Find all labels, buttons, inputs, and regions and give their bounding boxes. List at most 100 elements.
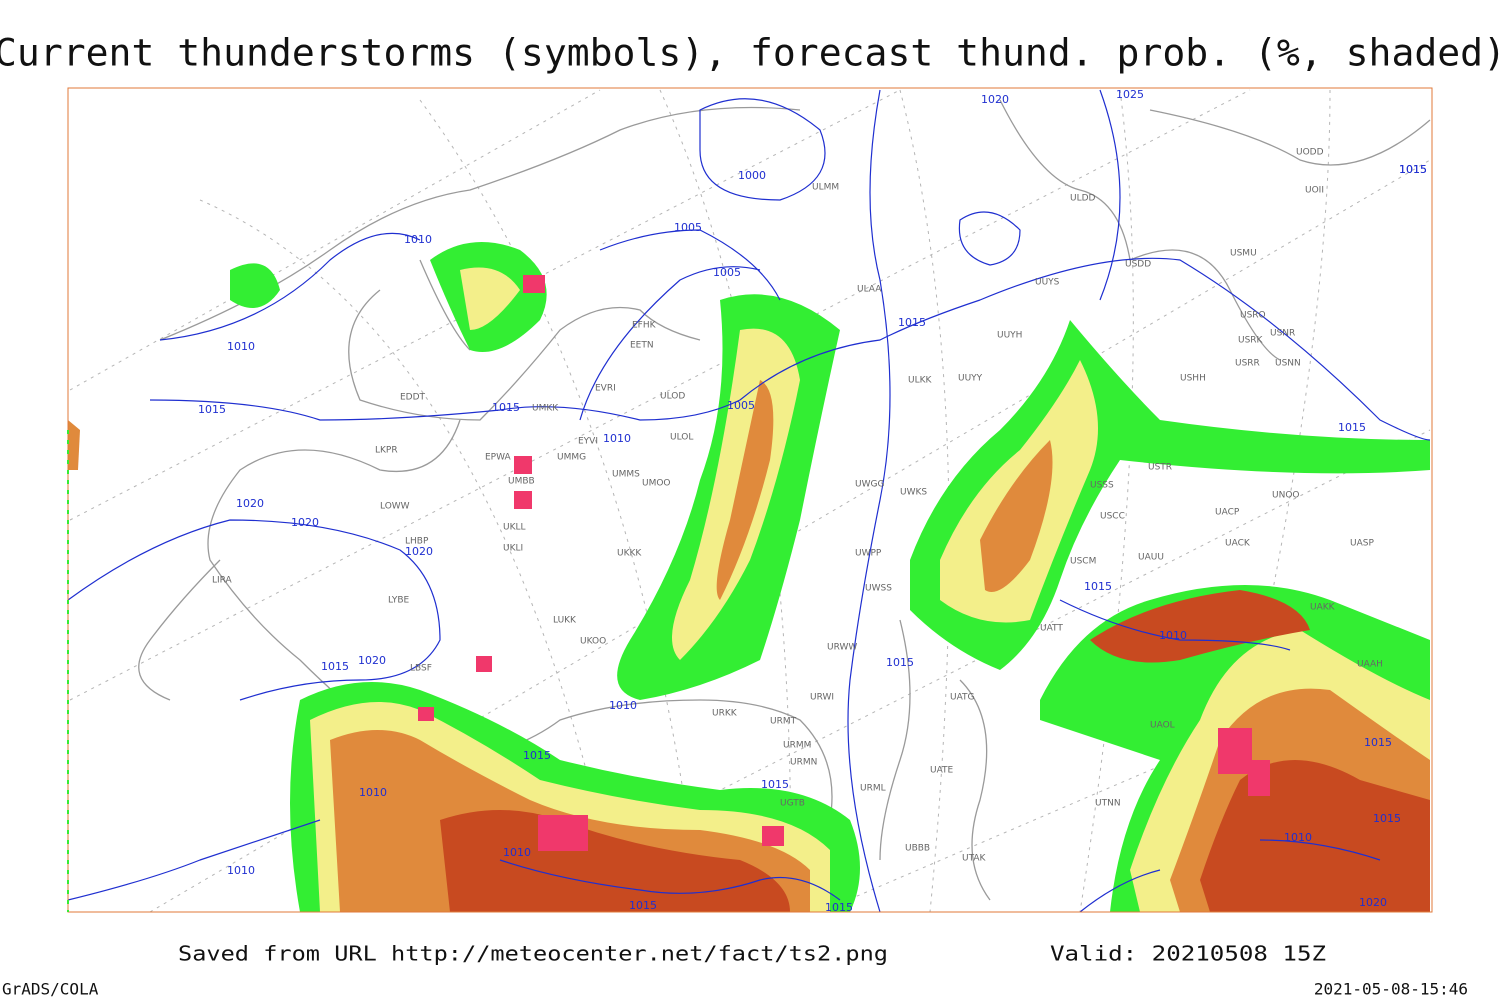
storm-symbol bbox=[523, 275, 545, 293]
station-label: UACP bbox=[1215, 508, 1240, 518]
shade-area bbox=[980, 440, 1053, 592]
station-label: ULDD bbox=[1070, 194, 1096, 204]
storm-symbol bbox=[418, 707, 434, 721]
isobar-label: 1010 bbox=[609, 699, 637, 712]
valid-time: Valid: 20210508 15Z bbox=[1050, 942, 1326, 966]
isobar-labels: 1020 1025 1015 1000 1005 1005 1010 1010 1015 1005… bbox=[198, 88, 1427, 914]
isobar-label: 1015 bbox=[1084, 580, 1112, 593]
station-label: USCC bbox=[1100, 512, 1125, 522]
shade-area bbox=[460, 267, 520, 330]
station-label: URMM bbox=[783, 741, 811, 751]
storm-symbol bbox=[476, 656, 492, 672]
isobar-label: 1015 bbox=[761, 778, 789, 791]
isobar-label: 1005 bbox=[713, 266, 741, 279]
station-label: UKLL bbox=[503, 523, 526, 533]
isobar-label: 1005 bbox=[674, 221, 702, 234]
isobar-label: 1010 bbox=[603, 432, 631, 445]
station-label: USRK bbox=[1238, 336, 1264, 346]
isobar-label: 1015 bbox=[1338, 421, 1366, 434]
station-label: UMBB bbox=[508, 477, 535, 487]
isobar bbox=[1059, 599, 1381, 913]
isobar-label: 1020 bbox=[358, 654, 386, 667]
isobar-label: 1015 bbox=[492, 401, 520, 414]
station-label: USSS bbox=[1090, 481, 1114, 491]
station-label: UAKK bbox=[1310, 603, 1336, 613]
isobar-label: 1015 bbox=[629, 899, 657, 912]
station-label: USCM bbox=[1070, 557, 1096, 567]
isobar-label: 1010 bbox=[503, 846, 531, 859]
station-label: UNOO bbox=[1272, 491, 1300, 501]
station-label: UWSS bbox=[865, 584, 892, 594]
station-labels: ULMM ULDD UODD UOII USMU USDD UUYS ULAA USRO USNR… bbox=[212, 148, 1383, 864]
isobar-label: 1010 bbox=[404, 233, 432, 246]
isobar-label: 1025 bbox=[1116, 88, 1144, 101]
station-label: URMN bbox=[790, 758, 817, 768]
isobar bbox=[958, 211, 1021, 266]
station-label: UTNN bbox=[1095, 799, 1121, 809]
station-label: UAAH bbox=[1357, 660, 1383, 670]
station-label: LKPR bbox=[375, 446, 398, 456]
storm-symbol bbox=[1248, 760, 1270, 796]
station-label: UMMG bbox=[557, 453, 586, 463]
map-area: 1020 1025 1015 1000 1005 1005 1010 1010 1015 1005… bbox=[67, 87, 1433, 914]
station-label: UAOL bbox=[1150, 721, 1175, 731]
station-label: UTAK bbox=[962, 854, 987, 864]
isobar-label: 1010 bbox=[1284, 831, 1312, 844]
shade-area bbox=[1200, 760, 1430, 912]
isobar-label: 1020 bbox=[291, 516, 319, 529]
station-label: UWPP bbox=[855, 549, 882, 559]
shade-area bbox=[716, 380, 774, 600]
station-label: EETN bbox=[630, 341, 654, 351]
isobars bbox=[67, 89, 1431, 913]
isobar-label: 1015 bbox=[198, 403, 226, 416]
storm-symbol bbox=[762, 826, 784, 846]
station-label: UMMS bbox=[612, 470, 640, 480]
station-label: UUYY bbox=[958, 374, 983, 384]
station-label: UUYS bbox=[1035, 278, 1060, 288]
isobar-label: 1010 bbox=[359, 786, 387, 799]
station-label: ULAA bbox=[857, 285, 882, 295]
station-label: UKKK bbox=[617, 549, 642, 559]
station-label: EPWA bbox=[485, 453, 512, 463]
isobar-label: 1015 bbox=[825, 901, 853, 914]
station-label: UASP bbox=[1350, 539, 1374, 549]
storm-symbol bbox=[514, 491, 532, 509]
isobar bbox=[67, 519, 841, 901]
station-label: URMT bbox=[770, 717, 797, 727]
station-label: ULKK bbox=[908, 376, 933, 386]
storm-symbol bbox=[514, 456, 532, 474]
station-label: UKLI bbox=[503, 544, 523, 554]
station-label: UMOO bbox=[642, 479, 671, 489]
station-label: UOII bbox=[1305, 186, 1324, 196]
isobar-label: 1015 bbox=[1399, 163, 1427, 176]
station-label: URWI bbox=[810, 693, 834, 703]
station-label: URWW bbox=[827, 643, 857, 653]
software-label: GrADS/COLA bbox=[2, 980, 99, 999]
station-label: UGTB bbox=[780, 799, 805, 809]
station-label: LBSF bbox=[410, 664, 432, 674]
isobar bbox=[149, 232, 1431, 441]
station-label: UODD bbox=[1296, 148, 1324, 158]
isobar-label: 1020 bbox=[1359, 896, 1387, 909]
isobar-label: 1015 bbox=[1364, 736, 1392, 749]
station-label: USHH bbox=[1180, 374, 1206, 384]
station-label: LOWW bbox=[380, 502, 410, 512]
isobar-label: 1020 bbox=[981, 93, 1009, 106]
isobar bbox=[699, 98, 826, 201]
station-label: USDD bbox=[1125, 260, 1151, 270]
map-title: Current thunderstorms (symbols), forecas… bbox=[0, 32, 1500, 75]
graticule bbox=[69, 89, 1431, 913]
coastlines bbox=[138, 99, 1431, 901]
storm-symbol bbox=[1218, 728, 1252, 774]
isobar-label: 1015 bbox=[886, 656, 914, 669]
station-label: USRR bbox=[1235, 359, 1260, 369]
isobar-label: 1000 bbox=[738, 169, 766, 182]
isobar-label: 1010 bbox=[227, 340, 255, 353]
isobar-label: 1015 bbox=[898, 316, 926, 329]
shade-area bbox=[1090, 590, 1310, 663]
station-label: USNR bbox=[1270, 329, 1295, 339]
station-label: UATT bbox=[1040, 624, 1063, 634]
station-label: LYBE bbox=[388, 596, 409, 606]
station-label: USRO bbox=[1240, 311, 1266, 321]
